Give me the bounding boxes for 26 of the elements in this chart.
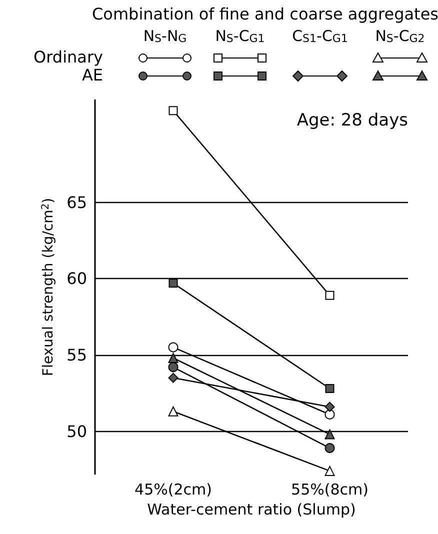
point — [168, 106, 178, 116]
annotation: Age: 28 days — [296, 110, 408, 130]
x-axis-title: Water-cement ratio (Slump) — [147, 500, 356, 518]
y-tick-label: 65 — [66, 192, 87, 212]
x-tick-label: 55%(8cm) — [291, 480, 368, 498]
point — [324, 409, 335, 420]
point — [324, 443, 335, 454]
y-tick-label: 50 — [66, 422, 87, 441]
y-tick-label: 60 — [66, 269, 87, 288]
point — [168, 372, 178, 383]
point — [325, 290, 334, 300]
legend-title: Combination of fine and coarse aggregates — [92, 4, 438, 24]
text: NS-CG2 — [375, 27, 425, 45]
y-axis-title: Flexual strength (kg/cm2) — [40, 198, 57, 376]
text: NS-CG1 — [215, 27, 265, 45]
text: CS1-CG1 — [292, 27, 348, 45]
point — [168, 362, 178, 372]
point — [324, 402, 335, 412]
point — [168, 278, 178, 288]
y-tick-label: 55 — [66, 345, 87, 364]
point — [168, 342, 178, 352]
text: Ordinary — [34, 48, 103, 66]
x-tick-label: 45%(2cm) — [134, 480, 212, 498]
text: NS-NG — [143, 27, 187, 45]
point — [325, 384, 334, 394]
text: AE — [82, 66, 103, 84]
